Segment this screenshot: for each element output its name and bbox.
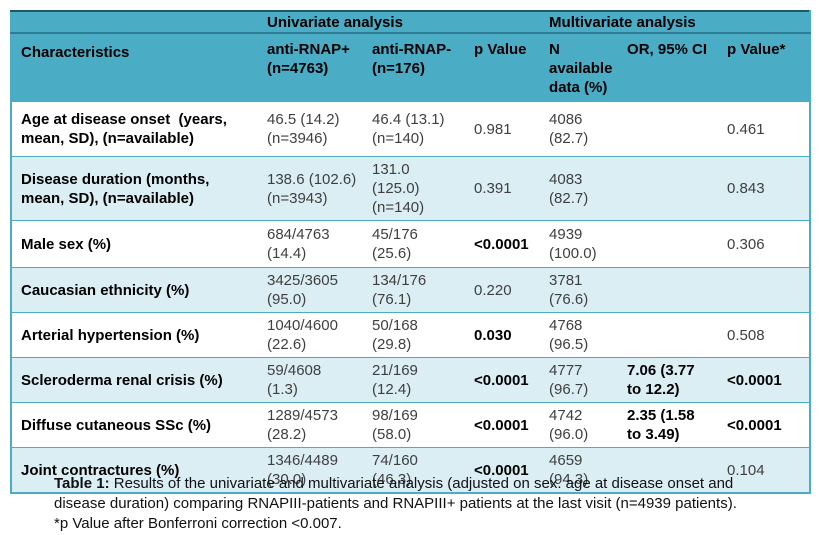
table-caption: Table 1: Results of the univariate and m…: [54, 474, 780, 534]
row-label: Joint contractures (%): [11, 447, 261, 493]
cell-or-ci: [621, 156, 722, 221]
cell-p-value-star: 0.104: [721, 447, 811, 493]
cell-rnap-neg: 21/169 (12.4): [366, 357, 468, 403]
cell-n-available: 3781 (76.6): [543, 267, 622, 313]
cell-rnap-neg: 50/168 (29.8): [366, 312, 468, 358]
cell-or-ci: [621, 220, 722, 268]
table-row-arterial-hypertension: Arterial hypertension (%) 1040/4600 (22.…: [11, 312, 811, 358]
cell-rnap-neg: 45/176 (25.6): [366, 220, 468, 268]
col-header-n-available: N available data (%): [543, 33, 622, 102]
table-row-age-onset: Age at disease onset (years, mean, SD), …: [11, 101, 811, 157]
cell-p-value-star: <0.0001: [721, 402, 811, 448]
col-header-anti-rnap-pos: anti-RNAP+ (n=4763): [261, 33, 366, 102]
cell-n-available: 4939 (100.0): [543, 220, 622, 268]
group-header-empty: [11, 11, 261, 34]
cell-rnap-neg: 98/169 (58.0): [366, 402, 468, 448]
cell-p-value: <0.0001: [468, 447, 544, 493]
group-header-univariate: Univariate analysis: [261, 11, 544, 34]
row-label: Caucasian ethnicity (%): [11, 267, 261, 313]
cell-p-value: <0.0001: [468, 220, 544, 268]
cell-rnap-pos: 1040/4600 (22.6): [261, 312, 366, 358]
cell-p-value-star: 0.843: [721, 156, 811, 221]
caption-label: Table 1:: [54, 475, 110, 492]
cell-p-value: 0.030: [468, 312, 544, 358]
row-label: Diffuse cutaneous SSc (%): [11, 402, 261, 448]
cell-or-ci: [621, 101, 722, 157]
cell-rnap-neg: 74/160 (46.3): [366, 447, 468, 493]
column-header-row: Characteristics anti-RNAP+ (n=4763) anti…: [11, 33, 811, 102]
col-header-or-ci: OR, 95% CI: [621, 33, 722, 102]
cell-p-value: 0.391: [468, 156, 544, 221]
cell-rnap-neg: 131.0 (125.0) (n=140): [366, 156, 468, 221]
cell-or-ci: 2.35 (1.58 to 3.49): [621, 402, 722, 448]
caption-footnote: *p Value after Bonferroni correction <0.…: [54, 515, 342, 532]
cell-rnap-neg: 134/176 (76.1): [366, 267, 468, 313]
table-row-male-sex: Male sex (%) 684/4763 (14.4) 45/176 (25.…: [11, 220, 811, 268]
row-label: Disease duration (months, mean, SD), (n=…: [11, 156, 261, 221]
cell-p-value: <0.0001: [468, 357, 544, 403]
group-header-row: Univariate analysis Multivariate analysi…: [11, 11, 811, 34]
col-header-p-value-star: p Value*: [721, 33, 811, 102]
cell-p-value: 0.981: [468, 101, 544, 157]
cell-p-value: 0.220: [468, 267, 544, 313]
row-label: Scleroderma renal crisis (%): [11, 357, 261, 403]
col-header-p-value: p Value: [468, 33, 544, 102]
cell-rnap-pos: 3425/3605 (95.0): [261, 267, 366, 313]
col-header-anti-rnap-neg: anti-RNAP- (n=176): [366, 33, 468, 102]
cell-rnap-pos: 684/4763 (14.4): [261, 220, 366, 268]
table-row-joint-contractures: Joint contractures (%) 1346/4489 (30.0) …: [11, 447, 811, 493]
cell-n-available: 4083 (82.7): [543, 156, 622, 221]
table-row-scleroderma-renal-crisis: Scleroderma renal crisis (%) 59/4608 (1.…: [11, 357, 811, 403]
table-row-caucasian-ethnicity: Caucasian ethnicity (%) 3425/3605 (95.0)…: [11, 267, 811, 313]
cell-p-value-star: 0.306: [721, 220, 811, 268]
caption-text: Table 1: Results of the univariate and m…: [54, 474, 780, 514]
cell-n-available: 4742 (96.0): [543, 402, 622, 448]
cell-rnap-pos: 46.5 (14.2) (n=3946): [261, 101, 366, 157]
row-label: Arterial hypertension (%): [11, 312, 261, 358]
cell-rnap-pos: 138.6 (102.6) (n=3943): [261, 156, 366, 221]
cell-rnap-pos: 1289/4573 (28.2): [261, 402, 366, 448]
cell-p-value-star: [721, 267, 811, 313]
caption-body: Results of the univariate and multivaria…: [54, 475, 737, 512]
cell-n-available: 4777 (96.7): [543, 357, 622, 403]
table-row-disease-duration: Disease duration (months, mean, SD), (n=…: [11, 156, 811, 221]
cell-p-value-star: <0.0001: [721, 357, 811, 403]
row-label: Age at disease onset (years, mean, SD), …: [11, 101, 261, 157]
cell-p-value-star: 0.508: [721, 312, 811, 358]
cell-or-ci: [621, 267, 722, 313]
cell-or-ci: [621, 312, 722, 358]
cell-n-available: 4768 (96.5): [543, 312, 622, 358]
cell-p-value-star: 0.461: [721, 101, 811, 157]
group-header-multivariate: Multivariate analysis: [543, 11, 811, 34]
cell-or-ci: 7.06 (3.77 to 12.2): [621, 357, 722, 403]
cell-n-available: 4086 (82.7): [543, 101, 622, 157]
results-table: Univariate analysis Multivariate analysi…: [10, 10, 812, 494]
cell-n-available: 4659 (94.3): [543, 447, 622, 493]
col-header-characteristics: Characteristics: [11, 33, 261, 102]
cell-rnap-pos: 59/4608 (1.3): [261, 357, 366, 403]
table-row-diffuse-cutaneous-ssc: Diffuse cutaneous SSc (%) 1289/4573 (28.…: [11, 402, 811, 448]
cell-or-ci: [621, 447, 722, 493]
row-label: Male sex (%): [11, 220, 261, 268]
cell-rnap-pos: 1346/4489 (30.0): [261, 447, 366, 493]
cell-p-value: <0.0001: [468, 402, 544, 448]
cell-rnap-neg: 46.4 (13.1) (n=140): [366, 101, 468, 157]
